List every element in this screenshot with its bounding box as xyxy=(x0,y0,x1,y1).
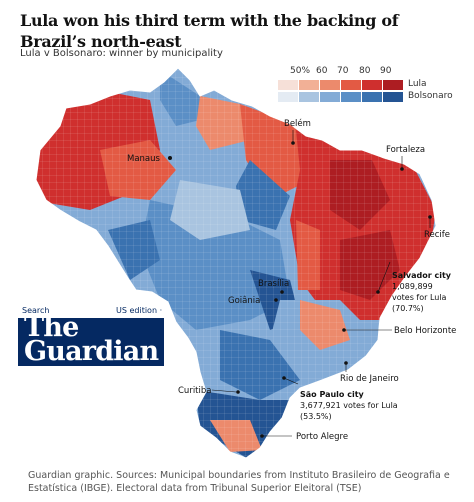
lula-swatch-2 xyxy=(320,80,340,90)
guardian-banner[interactable]: Search US edition · The Guardian xyxy=(18,304,164,366)
legend-bolsonaro-swatches xyxy=(278,92,404,102)
subtitle: Lula v Bolsonaro: winner by municipality xyxy=(20,48,223,59)
legend-tick: 50% xyxy=(290,66,311,76)
legend-bolsonaro-label: Bolsonaro xyxy=(408,91,453,101)
brasilia-label: Brasília xyxy=(258,279,289,289)
sao-paulo-pct: (53.5%) xyxy=(300,412,332,421)
porto-alegre-marker xyxy=(260,434,264,438)
bolsonaro-swatch-5 xyxy=(383,92,403,102)
manaus-label: Manaus xyxy=(127,154,161,164)
bolsonaro-swatch-3 xyxy=(341,92,361,102)
lula-swatch-4 xyxy=(362,80,382,90)
belo-horizonte-marker xyxy=(342,328,346,332)
sao-paulo-votes-line: 3,677,921 votes for Lula xyxy=(300,401,398,410)
brazil-outline xyxy=(35,67,437,459)
recife-marker xyxy=(428,215,432,219)
salvador-votes-line: votes for Lula xyxy=(392,293,447,302)
guardian-logo-line1: The xyxy=(24,312,79,343)
salvador-marker xyxy=(376,290,380,294)
lula-swatch-3 xyxy=(341,80,361,90)
bolsonaro-swatch-2 xyxy=(320,92,340,102)
legend-tick: 70 xyxy=(337,66,349,76)
legend-tick: 80 xyxy=(359,66,371,76)
goiania-label: Goiânia xyxy=(228,296,260,306)
brasilia-marker xyxy=(280,290,284,294)
sao-paulo-title: São Paulo city xyxy=(300,390,365,399)
salvador-votes: 1,089,899 xyxy=(392,282,433,291)
headline: Lula won his third term with the backing… xyxy=(20,11,399,51)
curitiba-marker xyxy=(236,390,240,394)
guardian-edition-link[interactable]: US edition · xyxy=(116,306,163,315)
lula-swatch-5 xyxy=(383,80,403,90)
fortaleza-marker xyxy=(400,167,404,171)
salvador-leader xyxy=(377,261,391,293)
legend-lula-label: Lula xyxy=(408,79,427,89)
belem-marker xyxy=(291,141,295,145)
salvador-pct: (70.7%) xyxy=(392,304,424,313)
bolsonaro-swatch-1 xyxy=(299,92,319,102)
legend-lula-swatches xyxy=(278,80,404,90)
lula-swatch-0 xyxy=(278,80,298,90)
guardian-logo[interactable]: The Guardian xyxy=(24,312,159,367)
lula-swatch-1 xyxy=(299,80,319,90)
recife-label: Recife xyxy=(424,230,450,240)
curitiba-leader xyxy=(211,389,237,393)
rio-label: Rio de Janeiro xyxy=(340,374,399,384)
sao-paulo-leader xyxy=(283,377,299,385)
salvador-title: Salvador city xyxy=(392,271,452,280)
guardian-logo-line2: Guardian xyxy=(24,336,159,367)
manaus-marker xyxy=(168,156,172,160)
curitiba-label: Curitiba xyxy=(178,386,211,396)
guardian-search-link[interactable]: Search xyxy=(22,306,50,315)
belem-label: Belém xyxy=(284,118,311,129)
legend: 50% 60 70 80 90 Lula Bolsonaro xyxy=(278,66,453,104)
porto-alegre-label: Porto Alegre xyxy=(296,432,348,442)
bolsonaro-swatch-4 xyxy=(362,92,382,102)
bolsonaro-swatch-0 xyxy=(278,92,298,102)
goiania-marker xyxy=(274,298,278,302)
legend-tick: 90 xyxy=(380,66,392,76)
sao-paulo-marker xyxy=(282,376,286,380)
belo-horizonte-label: Belo Horizonte xyxy=(394,326,456,336)
fortaleza-label: Fortaleza xyxy=(386,145,425,155)
source-footer: Guardian graphic. Sources: Municipal bou… xyxy=(28,470,450,494)
guardian-topbar: Search US edition · xyxy=(18,304,164,318)
legend-tick: 60 xyxy=(316,66,328,76)
rio-marker xyxy=(344,361,348,365)
